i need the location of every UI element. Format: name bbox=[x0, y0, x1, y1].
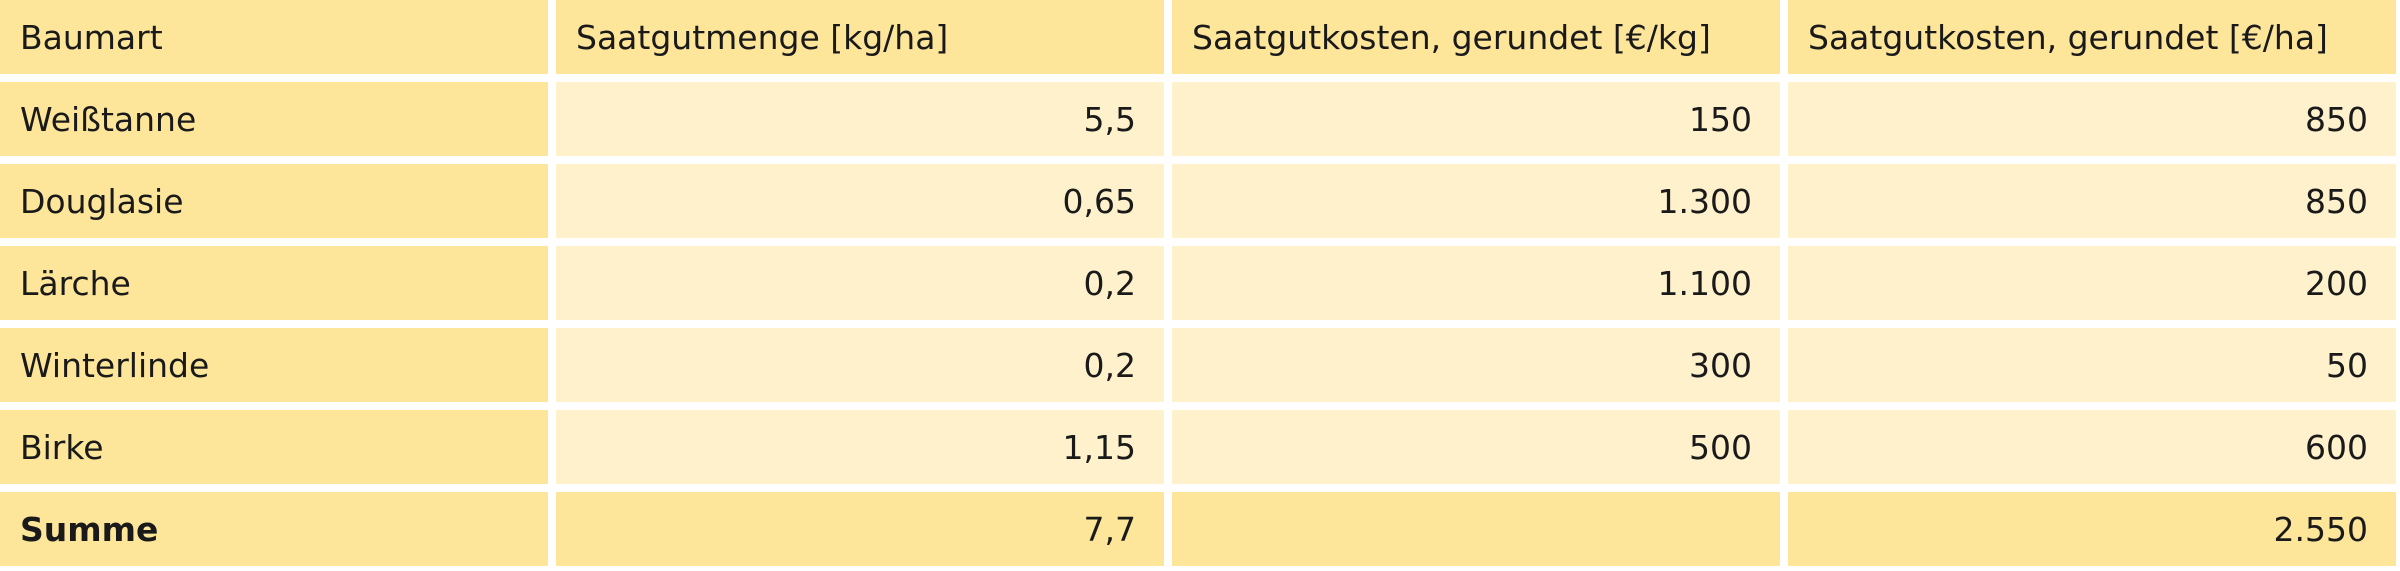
row-label: Birke bbox=[0, 410, 548, 484]
header-cell: Saatgutmenge [kg/ha] bbox=[556, 0, 1164, 74]
row-label: Lärche bbox=[0, 246, 548, 320]
header-cell: Saatgutkosten, gerundet [€/kg] bbox=[1172, 0, 1780, 74]
table-cell: 0,2 bbox=[556, 246, 1164, 320]
row-label: Weißtanne bbox=[0, 82, 548, 156]
table-cell: 50 bbox=[1788, 328, 2396, 402]
header-cell: Saatgutkosten, gerundet [€/ha] bbox=[1788, 0, 2396, 74]
row-label: Winterlinde bbox=[0, 328, 548, 402]
table-cell: 500 bbox=[1172, 410, 1780, 484]
footer-cell bbox=[1172, 492, 1780, 566]
table-cell: 5,5 bbox=[556, 82, 1164, 156]
header-cell: Baumart bbox=[0, 0, 548, 74]
table-cell: 1.100 bbox=[1172, 246, 1780, 320]
table-cell: 0,2 bbox=[556, 328, 1164, 402]
table-cell: 200 bbox=[1788, 246, 2396, 320]
row-label: Douglasie bbox=[0, 164, 548, 238]
table-cell: 1,15 bbox=[556, 410, 1164, 484]
table-cell: 150 bbox=[1172, 82, 1780, 156]
table-cell: 300 bbox=[1172, 328, 1780, 402]
footer-cell: 7,7 bbox=[556, 492, 1164, 566]
footer-label: Summe bbox=[0, 492, 548, 566]
table-cell: 0,65 bbox=[556, 164, 1164, 238]
table-cell: 850 bbox=[1788, 82, 2396, 156]
table-cell: 850 bbox=[1788, 164, 2396, 238]
table-cell: 600 bbox=[1788, 410, 2396, 484]
footer-cell: 2.550 bbox=[1788, 492, 2396, 566]
table-cell: 1.300 bbox=[1172, 164, 1780, 238]
